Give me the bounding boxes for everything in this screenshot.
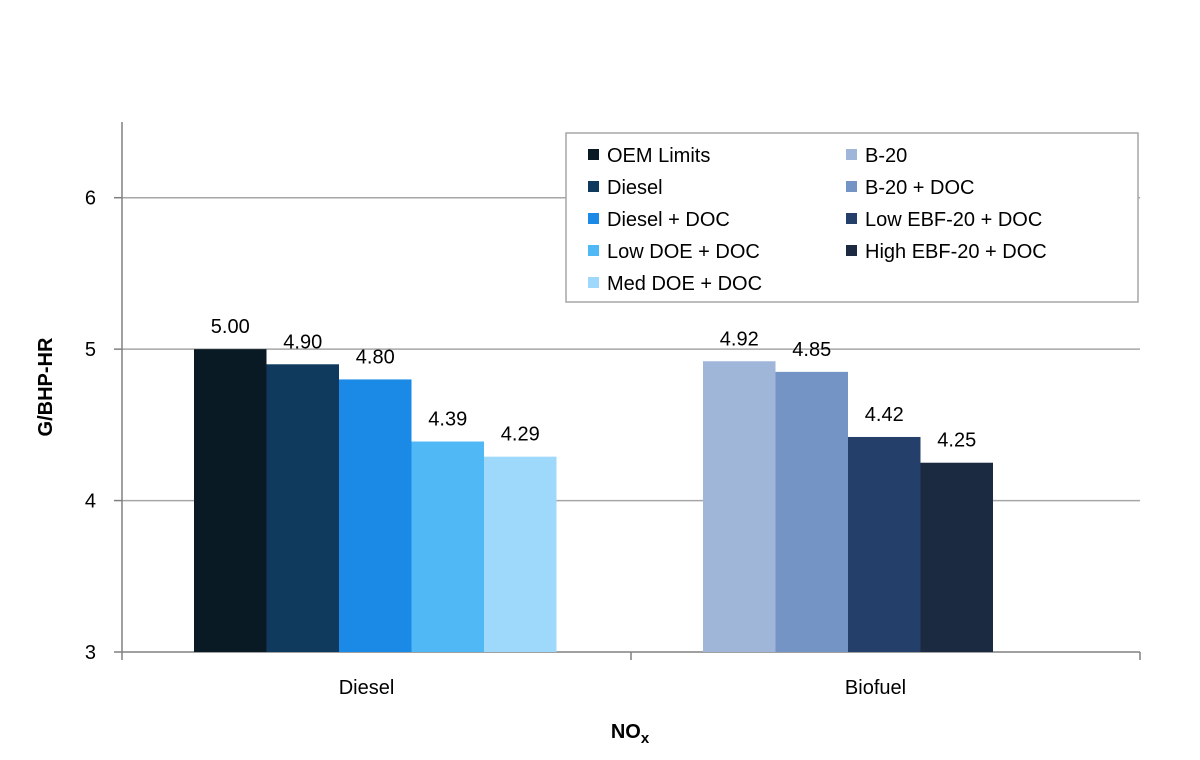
- bar-biofuel-high-ebf-20-doc: [920, 462, 993, 652]
- x-axis-title: NOx: [611, 721, 650, 747]
- y-tick-label: 3: [85, 642, 96, 664]
- bar-diesel-diesel: [266, 364, 339, 652]
- legend-label: High EBF-20 + DOC: [865, 241, 1047, 263]
- data-label: 4.80: [356, 346, 395, 368]
- data-label: 4.92: [720, 328, 759, 350]
- legend-label: OEM Limits: [607, 145, 710, 167]
- legend-label: Low DOE + DOC: [607, 241, 760, 263]
- legend-swatch: [588, 245, 599, 256]
- data-label: 4.85: [792, 339, 831, 361]
- bar-diesel-diesel-doc: [339, 379, 412, 652]
- data-label: 4.42: [865, 404, 904, 426]
- y-axis-title: G/BHP-HR: [35, 337, 57, 436]
- legend-label: B-20 + DOC: [865, 177, 974, 199]
- legend-label: Low EBF-20 + DOC: [865, 209, 1042, 231]
- y-tick-label: 5: [85, 339, 96, 361]
- legend-label: B-20: [865, 145, 907, 167]
- legend-swatch: [588, 149, 599, 160]
- legend-swatch: [846, 213, 857, 224]
- legend-swatch: [588, 181, 599, 192]
- legend-swatch: [588, 213, 599, 224]
- bar-biofuel-b-20-doc: [775, 371, 848, 652]
- data-label: 4.90: [283, 331, 322, 353]
- x-axis-title-subscript: x: [641, 730, 650, 747]
- legend-label: Diesel: [607, 177, 663, 199]
- data-label: 4.25: [937, 430, 976, 452]
- data-label: 5.00: [211, 316, 250, 338]
- data-label: 4.39: [428, 409, 467, 431]
- bar-diesel-med-doe-doc: [484, 456, 557, 652]
- x-axis-title-main: NO: [611, 721, 641, 743]
- legend-label: Diesel + DOC: [607, 209, 730, 231]
- bar-diesel-low-doe-doc: [411, 441, 484, 652]
- bar-diesel-oem-limits: [194, 349, 267, 652]
- x-tick-label: Biofuel: [845, 677, 906, 699]
- legend-swatch: [846, 245, 857, 256]
- legend-swatch: [846, 149, 857, 160]
- legend-swatch: [588, 277, 599, 288]
- x-tick-label: Diesel: [339, 677, 395, 699]
- bar-biofuel-b-20: [703, 361, 776, 652]
- y-tick-label: 4: [85, 491, 96, 513]
- legend-swatch: [846, 181, 857, 192]
- bar-biofuel-low-ebf-20-doc: [848, 436, 921, 652]
- y-tick-label: 6: [85, 188, 96, 210]
- legend-label: Med DOE + DOC: [607, 273, 762, 295]
- data-label: 4.29: [501, 424, 540, 446]
